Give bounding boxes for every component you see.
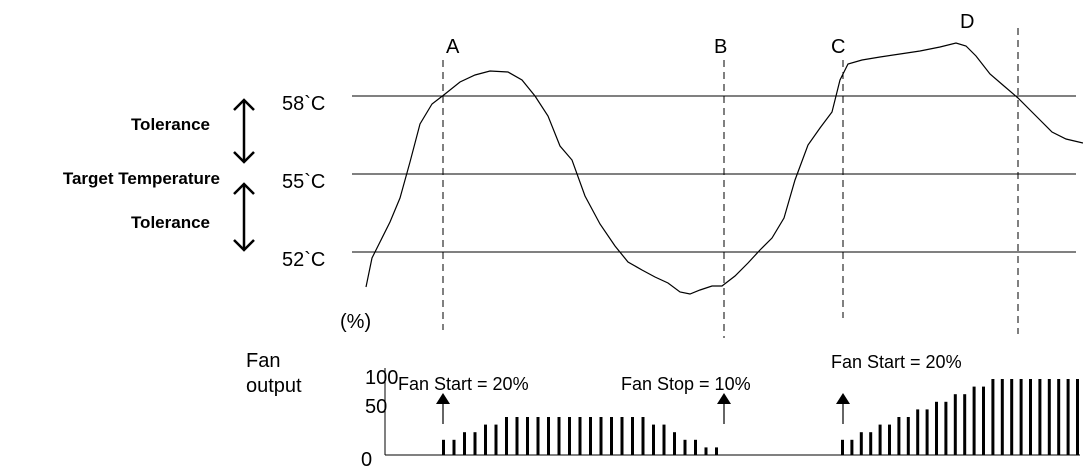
- fan-segment1-bar-3: [463, 432, 466, 455]
- fan-segment2-bar-20: [1019, 379, 1023, 455]
- fan-segment2-bar-13: [953, 394, 957, 455]
- tolerance-upper-arrow-icon: [233, 98, 255, 164]
- marker-d-label: D: [960, 11, 974, 33]
- fan-segment2-bar-14: [963, 394, 967, 455]
- fan-segment2-bar-17: [991, 379, 995, 455]
- fan-segment1-bar-8: [515, 417, 519, 455]
- marker-b-label: B: [714, 36, 727, 58]
- level-55c-label: 55`C: [282, 171, 325, 193]
- fan-segment1-bar-11: [547, 417, 550, 455]
- fan-segment1-bar-6: [494, 424, 498, 455]
- fan-segment1-bar-2: [452, 439, 456, 455]
- tolerance-lower-label: Tolerance: [131, 213, 210, 232]
- tolerance-lower-arrow-icon: [233, 182, 255, 252]
- fan-segment1-bar-27: [715, 447, 718, 455]
- fan-segment2-bar-21: [1029, 379, 1032, 455]
- fan-segment2-bar-1: [841, 439, 844, 455]
- fan-segment2-bar-8: [906, 417, 910, 455]
- fan-segment2-bar-7: [897, 417, 901, 455]
- fan-segment1-bar-1: [442, 439, 445, 455]
- fan-segment2-bar-19: [1010, 379, 1014, 455]
- fan-segment2-bar-24: [1057, 379, 1061, 455]
- fan-segment1-bar-18: [620, 417, 624, 455]
- fan-segment2-bar-11: [935, 401, 938, 455]
- fan-start-a-arrow-icon: [436, 393, 450, 424]
- fan-segment2-bar-2: [850, 439, 854, 455]
- fan-segment2-bar-18: [1000, 379, 1004, 455]
- fan-segment2-bar-10: [925, 409, 929, 455]
- fan-segment1-bar-5: [484, 424, 487, 455]
- fan-segment1-bar-14: [578, 417, 582, 455]
- tolerance-upper-label: Tolerance: [131, 115, 210, 134]
- fan-segment2-bar-15: [972, 386, 976, 455]
- fan-output-bars: [442, 379, 1079, 455]
- target-temperature-label: Target Temperature: [63, 169, 220, 188]
- fan-segment1-bar-23: [673, 432, 676, 455]
- fan-tick-0: 0: [361, 449, 372, 468]
- fan-tick-100: 100: [365, 367, 398, 389]
- fan-unit-label: (%): [340, 311, 371, 333]
- fan-segment2-bar-16: [982, 386, 985, 455]
- fan-segment2-bar-23: [1047, 379, 1051, 455]
- fan-segment2-bar-5: [878, 424, 882, 455]
- fan-segment2-bar-6: [888, 424, 891, 455]
- fan-segment1-bar-12: [557, 417, 561, 455]
- fan-stop-b-label: Fan Stop = 10%: [621, 374, 751, 394]
- fan-segment1-bar-15: [589, 417, 592, 455]
- fan-segment2-bar-12: [944, 401, 948, 455]
- fan-segment1-bar-25: [694, 439, 697, 455]
- fan-start-c-label: Fan Start = 20%: [831, 352, 962, 372]
- fan-segment1-bar-24: [683, 439, 687, 455]
- fan-segment1-bar-26: [704, 447, 708, 455]
- fan-segment2-bar-22: [1038, 379, 1042, 455]
- fan-start-a-label: Fan Start = 20%: [398, 374, 529, 394]
- fan-title-line2: output: [246, 375, 302, 397]
- fan-tick-50: 50: [365, 396, 387, 418]
- fan-segment1-bar-16: [599, 417, 603, 455]
- fan-segment1-bar-17: [610, 417, 613, 455]
- fan-title-line1: Fan: [246, 350, 280, 372]
- fan-segment1-bar-19: [631, 417, 634, 455]
- fan-segment1-bar-7: [505, 417, 508, 455]
- fan-start-c-arrow-icon: [836, 393, 850, 424]
- fan-segment1-bar-4: [473, 432, 477, 455]
- fan-segment1-bar-21: [652, 424, 655, 455]
- fan-stop-b-arrow-icon: [717, 393, 731, 424]
- fan-segment2-bar-4: [869, 432, 873, 455]
- marker-c-label: C: [831, 36, 845, 58]
- fan-segment1-bar-13: [568, 417, 571, 455]
- level-52c-label: 52`C: [282, 249, 325, 271]
- fan-segment1-bar-9: [526, 417, 529, 455]
- fan-segment2-bar-9: [916, 409, 920, 455]
- marker-a-label: A: [446, 36, 460, 58]
- fan-segment1-bar-10: [536, 417, 540, 455]
- temperature-curve: [365, 42, 1083, 295]
- fan-segment2-bar-3: [859, 432, 863, 455]
- fan-segment2-bar-26: [1076, 379, 1079, 455]
- fan-segment1-bar-22: [662, 424, 666, 455]
- fan-segment1-bar-20: [641, 417, 645, 455]
- level-58c-label: 58`C: [282, 93, 325, 115]
- fan-segment2-bar-25: [1066, 379, 1070, 455]
